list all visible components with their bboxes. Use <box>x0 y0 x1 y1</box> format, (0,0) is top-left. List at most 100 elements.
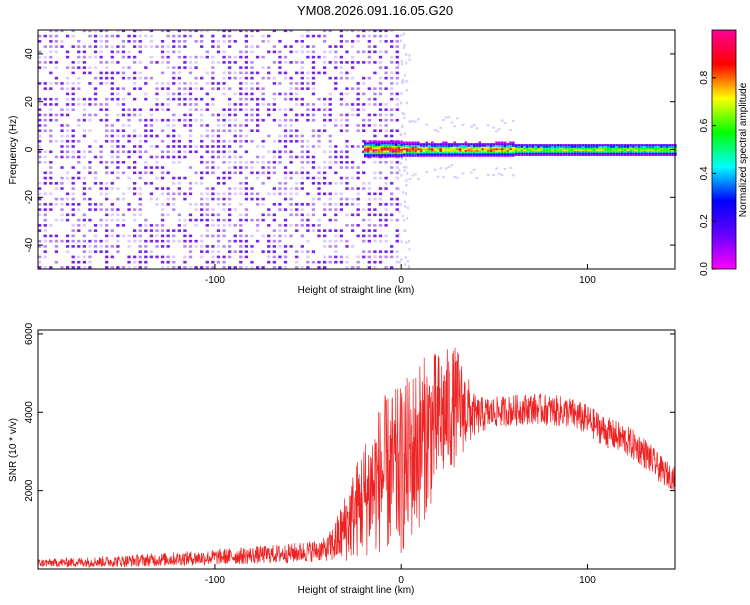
heatmap-cell <box>375 140 378 143</box>
heatmap-cell <box>227 250 232 253</box>
heatmap-cell <box>322 34 327 38</box>
heatmap-cell <box>88 255 92 259</box>
heatmap-cell <box>155 97 159 101</box>
heatmap-cell <box>595 154 599 157</box>
heatmap-cell <box>188 187 193 190</box>
heatmap-cell <box>367 239 371 243</box>
heatmap-cell <box>433 149 437 152</box>
heatmap-cell <box>227 118 232 122</box>
heatmap-cell <box>200 87 204 90</box>
heatmap-cell <box>49 234 53 238</box>
heatmap-cell <box>306 266 310 269</box>
heatmap-cell <box>49 40 53 43</box>
heatmap-cell <box>105 124 109 127</box>
heatmap-cell <box>49 239 53 243</box>
heatmap-cell <box>250 71 254 75</box>
heatmap-cell <box>110 218 114 222</box>
heatmap-cell <box>155 255 159 259</box>
heatmap-cell <box>492 148 496 151</box>
heatmap-cell <box>144 134 148 138</box>
heatmap-cell <box>155 134 159 138</box>
heatmap-cell <box>200 155 204 159</box>
spectrogram-xtick-label: 100 <box>579 275 596 286</box>
heatmap-cell <box>551 149 554 152</box>
heatmap-cell <box>408 148 412 151</box>
heatmap-cell <box>377 145 381 148</box>
heatmap-cell <box>88 266 92 269</box>
heatmap-cell <box>138 234 142 238</box>
heatmap-cell <box>267 255 271 259</box>
heatmap-cell <box>311 208 316 211</box>
heatmap-cell <box>244 87 249 90</box>
heatmap-cell <box>334 229 338 232</box>
heatmap-cell <box>60 45 64 48</box>
heatmap-cell <box>399 39 402 43</box>
heatmap-cell <box>391 145 395 148</box>
heatmap-cell <box>289 150 293 154</box>
heatmap-cell <box>447 116 451 119</box>
heatmap-cell <box>328 92 332 96</box>
heatmap-cell <box>350 229 355 232</box>
heatmap-cell <box>121 103 126 106</box>
heatmap-cell <box>166 192 170 196</box>
heatmap-cell <box>255 129 260 133</box>
heatmap-cell <box>378 103 383 106</box>
heatmap-cell <box>222 61 226 64</box>
heatmap-cell <box>160 139 165 143</box>
heatmap-cell <box>390 40 394 43</box>
heatmap-cell <box>489 154 493 157</box>
heatmap-cell <box>172 150 176 154</box>
heatmap-cell <box>461 172 465 175</box>
heatmap-cell <box>278 239 282 243</box>
heatmap-cell <box>88 103 92 106</box>
heatmap-cell <box>467 144 470 147</box>
heatmap-cell <box>244 50 249 54</box>
heatmap-cell <box>188 103 193 106</box>
heatmap-cell <box>447 151 451 154</box>
heatmap-cell <box>311 197 316 201</box>
heatmap-cell <box>311 224 316 227</box>
heatmap-cell <box>110 45 114 48</box>
heatmap-cell <box>77 150 81 154</box>
heatmap-cell <box>369 140 373 143</box>
heatmap-cell <box>671 154 674 157</box>
heatmap-cell <box>121 129 126 133</box>
heatmap-cell <box>328 97 332 101</box>
heatmap-cell <box>391 150 395 153</box>
heatmap-cell <box>464 146 468 149</box>
heatmap-cell <box>384 250 388 253</box>
heatmap-cell <box>71 197 75 201</box>
heatmap-cell <box>395 103 399 106</box>
heatmap-cell <box>166 134 170 138</box>
heatmap-cell <box>227 187 232 190</box>
heatmap-cell <box>200 45 204 48</box>
heatmap-cell <box>395 118 399 122</box>
heatmap-cell <box>339 34 344 38</box>
heatmap-cell <box>419 148 423 151</box>
heatmap-cell <box>121 66 126 69</box>
heatmap-cell <box>514 144 518 147</box>
heatmap-cell <box>362 82 366 85</box>
heatmap-cell <box>272 160 276 164</box>
heatmap-cell <box>216 134 221 138</box>
heatmap-cell <box>216 224 221 227</box>
heatmap-cell <box>395 176 399 180</box>
heatmap-cell <box>334 208 338 211</box>
heatmap-cell <box>411 174 415 177</box>
heatmap-cell <box>500 154 504 157</box>
heatmap-cell <box>662 145 666 148</box>
heatmap-cell <box>390 218 394 222</box>
heatmap-cell <box>306 45 310 48</box>
heatmap-cell <box>380 148 384 151</box>
heatmap-cell <box>369 142 373 145</box>
heatmap-cell <box>397 143 401 146</box>
heatmap-cell <box>283 97 288 101</box>
heatmap-cell <box>250 197 254 201</box>
heatmap-cell <box>604 149 607 152</box>
heatmap-cell <box>43 229 47 232</box>
heatmap-cell <box>668 150 672 153</box>
heatmap-cell <box>188 108 193 111</box>
heatmap-cell <box>322 113 327 117</box>
heatmap-cell <box>411 120 415 123</box>
